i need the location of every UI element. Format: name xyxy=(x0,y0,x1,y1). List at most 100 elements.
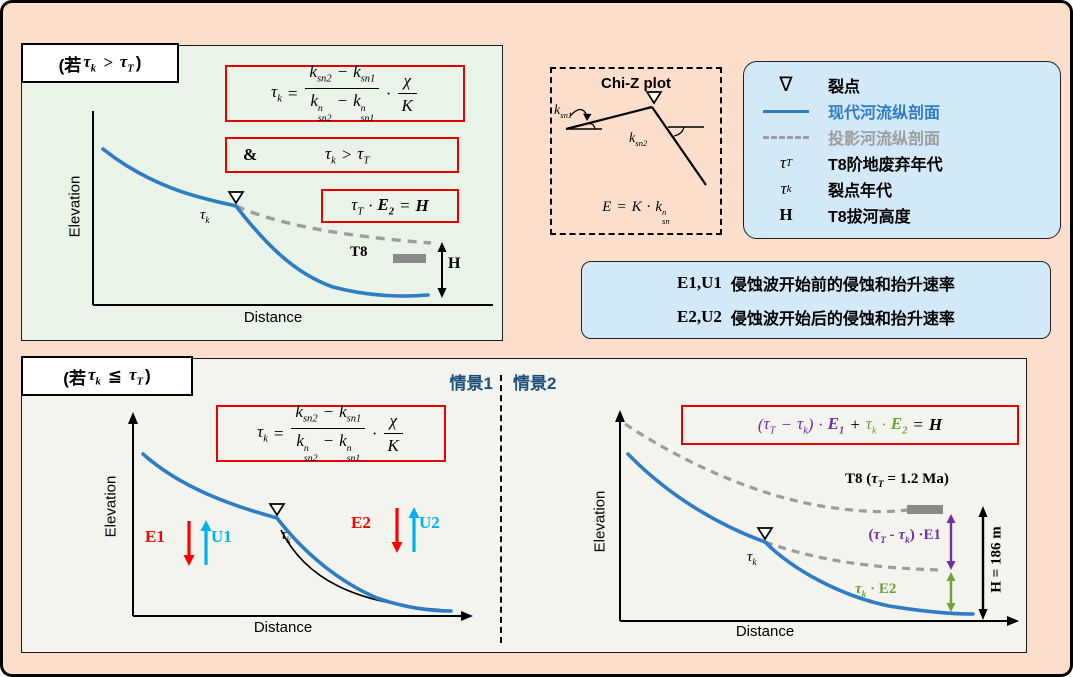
rates-line-1-text: 侵蚀波开始前的侵蚀和抬升速率 xyxy=(730,277,955,295)
h-term: H xyxy=(415,196,429,215)
knickpoint-age-formula-top: τk = ksn2− ksn1 k n sn2− k n sn1 · χ K xyxy=(225,62,465,124)
s1-knickpoint-marker xyxy=(268,503,286,517)
s1-e1-down-arrow xyxy=(183,521,195,566)
ruo-open: (若 xyxy=(63,368,86,388)
s1-u2-up-arrow xyxy=(408,507,420,552)
s2-axes xyxy=(619,420,1009,622)
chi-z-plot-box xyxy=(550,67,722,235)
legend-label: 现代河流纵剖面 xyxy=(828,105,941,122)
ksn-ratio-fraction: ksn2− ksn1 k n sn2− k n sn1 xyxy=(305,62,380,124)
top-h-arrow xyxy=(437,242,447,298)
s2-h-arrow xyxy=(978,506,988,620)
tau-k-term: τk xyxy=(87,364,101,388)
top-axes xyxy=(92,111,493,306)
s2-projected-lower-profile xyxy=(764,540,942,572)
s1-axes xyxy=(132,422,463,617)
legend-label: T8阶地废弃年代 xyxy=(828,157,943,174)
erosion-rate-formula: E = K · k n sn xyxy=(602,199,670,227)
ksn1-angle-arc xyxy=(586,122,596,130)
s1-erosion-wave-curve xyxy=(280,529,446,611)
s2-xaxis-arrow xyxy=(1007,616,1019,626)
s2-distance-axis-label: Distance xyxy=(735,623,795,640)
plus-sign: + xyxy=(849,415,861,434)
s1-e1-label: E1 xyxy=(145,527,165,546)
s1-xaxis-arrow xyxy=(461,611,473,621)
s2-elevation-axis-label: Elevation xyxy=(591,490,609,553)
ksn2-label: ksn2 xyxy=(629,131,648,148)
h-term: H xyxy=(928,415,943,434)
rates-line-2: E2,U2 侵蚀波开始后的侵蚀和抬升速率 xyxy=(677,305,955,329)
knickpoint-age-formula-s1: τk = ksn2− ksn1 k n sn2− k n sn1 · χ K xyxy=(216,402,446,464)
bottom-profiles-plot xyxy=(128,410,1019,626)
legend-row-knickpoint: ∇ 裂点 xyxy=(760,73,1044,97)
s2-modern-profile xyxy=(626,452,975,616)
s1-tau-k-label: τk xyxy=(281,527,291,546)
ksn2-segment xyxy=(651,106,707,186)
bottom-scenario-panel xyxy=(21,358,1027,653)
s1-distance-axis-label: Distance xyxy=(253,619,313,636)
s2-projected-upper-profile xyxy=(624,422,908,514)
tau-k-term: τk xyxy=(271,82,282,105)
s1-e2-down-arrow xyxy=(391,508,403,553)
chi-z-title: Chi-Z plot xyxy=(601,75,671,92)
s1-yaxis-arrow xyxy=(128,412,138,424)
s1-elevation-axis-label: Elevation xyxy=(102,475,120,538)
s2-h-value-label: H = 186 m xyxy=(988,526,1005,593)
tau-k-term: τk xyxy=(83,51,97,75)
top-tau-k-label: τk xyxy=(200,207,210,226)
s2-e1-height-label: (τT - τk) ·E1 xyxy=(868,527,941,546)
top-condition-title: (若 τk > τT ) xyxy=(21,43,179,83)
s2-yaxis-arrow xyxy=(615,410,625,422)
chi-z-plot xyxy=(565,91,707,186)
top-modern-profile xyxy=(101,147,430,298)
projected-profile-line-icon xyxy=(763,135,809,139)
greater-than-sign: > xyxy=(103,53,113,72)
h-symbol: H xyxy=(779,205,793,224)
e2-term: E2 xyxy=(377,194,395,218)
knickpoint-icon: ∇ xyxy=(779,74,793,96)
s2-t8-label: T8 (τT = 1.2 Ma) xyxy=(845,471,949,490)
ampersand: & xyxy=(243,145,258,164)
paren-close: ) xyxy=(135,53,142,72)
leq-sign: ≦ xyxy=(107,366,123,385)
ruo-open: (若 xyxy=(58,55,82,75)
chi-over-K-fraction: χ K xyxy=(383,411,403,455)
legend-row-modern-profile: 现代河流纵剖面 xyxy=(760,99,1044,123)
bottom-condition-title: (若 τk ≦ τT ) xyxy=(21,356,193,396)
cdot-sign: · xyxy=(372,423,377,443)
legend-label: T8拔河高度 xyxy=(828,209,911,226)
ksn1-pointer-head xyxy=(583,113,592,121)
s2-e2-height-label: τk · E2 xyxy=(855,581,897,600)
legend-row-h: H T8拔河高度 xyxy=(760,203,1044,227)
cdot-sign: · xyxy=(368,196,373,215)
tau-T-term: τT xyxy=(129,364,144,388)
rates-line-1-prefix: E1,U1 xyxy=(677,273,722,293)
tau-k-term: τk xyxy=(257,422,268,445)
legend-label: 裂点年代 xyxy=(828,183,893,200)
top-knickpoint-marker xyxy=(227,191,245,205)
tau-T-term: τT xyxy=(351,194,364,218)
legend-label: 投影河流纵剖面 xyxy=(828,131,941,148)
rates-line-2-prefix: E2,U2 xyxy=(677,306,722,326)
terrace-height-formula-s2: ( τT − τk ) · E1 + τk · E2 = H xyxy=(681,405,1019,445)
equals-sign: = xyxy=(272,423,285,443)
top-h-label: H xyxy=(448,255,461,272)
cdot-sign: · xyxy=(386,83,391,103)
scenario2-label: 情景2 xyxy=(513,374,557,393)
top-elevation-axis-label: Elevation xyxy=(66,175,84,238)
rates-line-2-text: 侵蚀波开始后的侵蚀和抬升速率 xyxy=(730,310,955,328)
ksn2-angle-arc xyxy=(673,126,685,137)
top-profile-plot xyxy=(92,111,493,306)
chi-over-K-fraction: χ K xyxy=(397,71,417,115)
pre-wave-term: ( τT − τk ) · E1 xyxy=(757,413,845,437)
equals-sign: = xyxy=(399,196,411,215)
s2-green-height-arrow xyxy=(946,572,956,612)
rates-line-1: E1,U1 侵蚀波开始前的侵蚀和抬升速率 xyxy=(677,271,955,295)
top-projected-profile xyxy=(235,204,432,245)
modern-profile-line-icon xyxy=(763,109,809,113)
s2-tau-k-label: τk xyxy=(747,549,757,568)
